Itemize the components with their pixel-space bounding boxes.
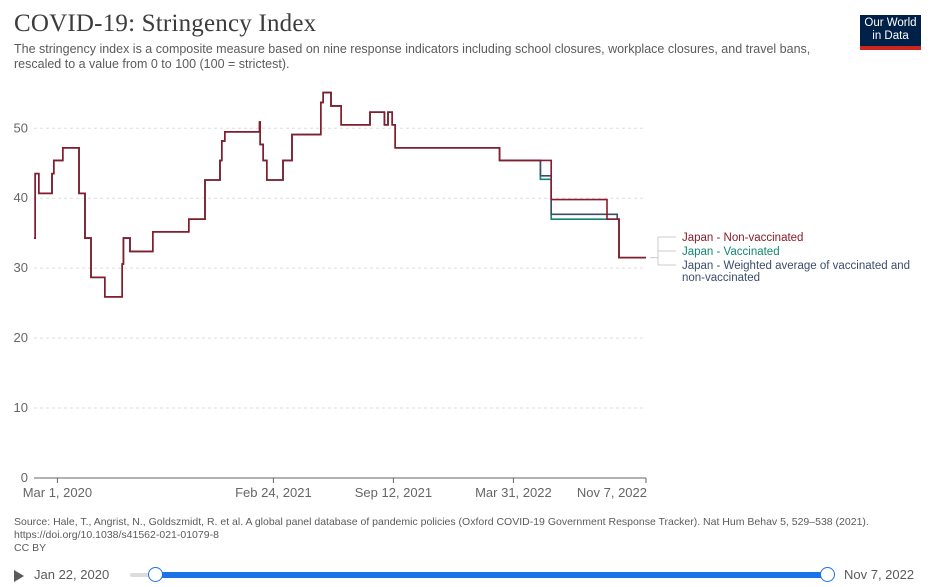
- y-tick-label: 0: [21, 470, 28, 485]
- x-tick-label: Sep 12, 2021: [355, 485, 432, 500]
- legend-item-vaccinated[interactable]: Japan - Vaccinated: [682, 246, 780, 258]
- line-chart: 0 10 20 30 40 50 Mar 1, 2020 Feb 24, 2021 Sep 1…: [14, 91, 910, 500]
- timeline-start-handle[interactable]: [148, 567, 163, 582]
- chart-grid: 0 10 20 30 40 50: [14, 120, 646, 485]
- logo-line-2: in Data: [872, 30, 909, 42]
- license-text: CC BY: [14, 542, 47, 554]
- timeline-start-label[interactable]: Jan 22, 2020: [34, 567, 110, 582]
- y-tick-label: 20: [14, 330, 28, 345]
- y-tick-label: 10: [14, 400, 28, 415]
- logo-line-1: Our World: [864, 17, 917, 29]
- timeline-end-label[interactable]: Nov 7, 2022: [844, 567, 915, 582]
- series-line-vaccinated[interactable]: [34, 91, 646, 298]
- chart-title: COVID-19: Stringency Index: [14, 10, 317, 37]
- x-tick-label: Nov 7, 2022: [577, 485, 647, 500]
- y-tick-label: 50: [14, 120, 28, 135]
- series-line-non-vaccinated[interactable]: [34, 91, 646, 298]
- play-icon[interactable]: [14, 570, 24, 582]
- legend-item-continued[interactable]: non-vaccinated: [682, 272, 760, 284]
- owid-logo[interactable]: Our World in Data: [860, 15, 921, 50]
- chart-subtitle: The stringency index is a composite meas…: [14, 42, 811, 71]
- legend-item-weighted[interactable]: Japan - Weighted average of vaccinated a…: [682, 260, 910, 272]
- x-tick-label: Mar 31, 2022: [475, 485, 552, 500]
- timeline-end-handle[interactable]: [820, 567, 835, 582]
- x-tick-label: Feb 24, 2021: [235, 485, 312, 500]
- source-note: Source: Hale, T., Angrist, N., Goldszmid…: [14, 516, 894, 555]
- legend-item-non-vaccinated[interactable]: Japan - Non-vaccinated: [682, 232, 803, 244]
- timeline-selected-range: [156, 572, 828, 578]
- x-tick-label: Mar 1, 2020: [23, 485, 92, 500]
- chart-series: [34, 91, 646, 298]
- timeline-slider: Jan 22, 2020 Nov 7, 2022: [0, 562, 936, 587]
- chart-legend: Japan - Non-vaccinated Japan - Vaccinated…: [650, 232, 910, 284]
- y-tick-label: 30: [14, 260, 28, 275]
- series-line-weighted[interactable]: [34, 91, 646, 298]
- y-tick-label: 40: [14, 190, 28, 205]
- logo-accent-bar: [860, 46, 921, 50]
- x-axis: Mar 1, 2020 Feb 24, 2021 Sep 12, 2021 Mar 3…: [23, 478, 647, 500]
- source-text: Source: Hale, T., Angrist, N., Goldszmid…: [14, 516, 869, 541]
